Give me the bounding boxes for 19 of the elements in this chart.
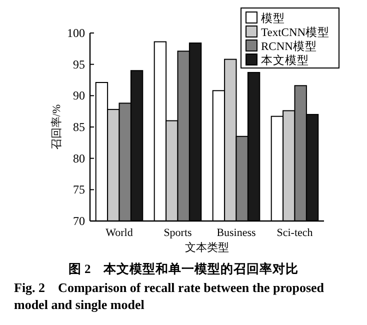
y-tick-label: 80 [73, 151, 85, 166]
legend-label: 本文模型 [261, 53, 309, 67]
legend-label: TextCNN模型 [261, 26, 330, 39]
y-tick-label: 100 [67, 26, 85, 40]
legend-label: 模型 [261, 12, 285, 25]
x-tick-label: Business [216, 227, 256, 239]
text: Fig. 2 Comparison of recall rate between the proposed model and single model [14, 279, 326, 313]
x-tick-label: World [106, 227, 134, 239]
y-tick-label: 75 [73, 182, 85, 197]
legend-label: RCNN模型 [261, 40, 317, 53]
y-axis-title: 召回率/% [50, 104, 63, 150]
x-tick-label: Sports [164, 227, 192, 239]
y-tick-label: 95 [73, 57, 85, 72]
y-tick-label: 90 [73, 88, 85, 103]
x-tick-label: Sci-tech [276, 227, 314, 239]
y-tick-label: 70 [73, 214, 85, 228]
text: 图 2 本文模型和单一模型的召回率对比 [68, 261, 299, 276]
y-tick-label: 85 [73, 120, 85, 134]
x-axis-title: 文本类型 [185, 241, 229, 254]
